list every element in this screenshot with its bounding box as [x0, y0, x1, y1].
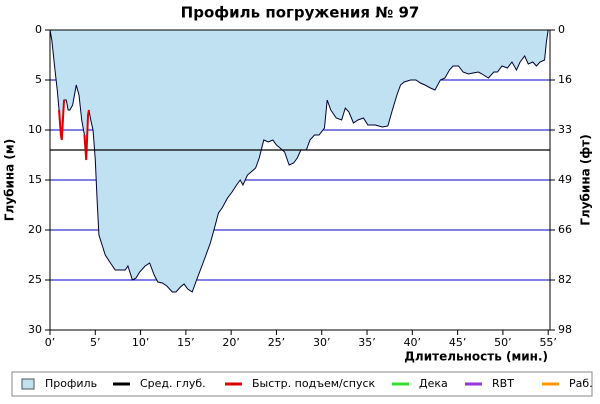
y-tick-label: 20	[28, 223, 42, 236]
y-tick-label: 5	[35, 73, 42, 86]
y2-tick-label: 0	[558, 23, 565, 36]
y-tick-label: 10	[28, 123, 42, 136]
x-tick-label: 15’	[177, 336, 195, 349]
x-tick-label: 5’	[90, 336, 101, 349]
legend-label: Сред. глуб.	[140, 377, 206, 390]
y-tick-label: 15	[28, 173, 42, 186]
y-tick-label: 30	[28, 323, 42, 336]
legend-label: Профиль	[45, 377, 97, 390]
y2-tick-label: 49	[558, 173, 572, 186]
legend-label: Быстр. подъем/спуск	[252, 377, 376, 390]
y2-tick-label: 16	[558, 73, 572, 86]
x-axis-label: Длительность (мин.)	[404, 350, 548, 364]
chart-title: Профиль погружения № 97	[181, 4, 420, 22]
legend-box	[11, 371, 593, 397]
y2-axis-label: Глубина (фт)	[579, 134, 593, 225]
y-axis-label: Глубина (м)	[3, 139, 17, 221]
x-tick-label: 40’	[404, 336, 422, 349]
fast-ascent-line	[83, 109, 90, 161]
x-tick-label: 0’	[45, 336, 56, 349]
x-tick-label: 35’	[358, 336, 376, 349]
y-tick-label: 25	[28, 273, 42, 286]
x-tick-label: 55’	[539, 336, 557, 349]
x-tick-label: 30’	[313, 336, 331, 349]
x-tick-label: 20’	[222, 336, 240, 349]
y2-tick-label: 33	[558, 123, 572, 136]
x-tick-label: 50’	[494, 336, 512, 349]
legend-label: RBT	[492, 377, 514, 390]
y2-tick-label: 98	[558, 323, 572, 336]
legend-label: Дека	[419, 377, 448, 390]
legend-label: Раб.	[569, 377, 593, 390]
legend-swatch	[21, 378, 35, 390]
fast-ascent-line	[58, 99, 66, 141]
x-tick-label: 25’	[268, 336, 286, 349]
profile-area	[49, 29, 549, 293]
y2-tick-label: 66	[558, 223, 572, 236]
x-tick-label: 10’	[132, 336, 150, 349]
y-tick-label: 0	[35, 23, 42, 36]
x-tick-label: 45’	[449, 336, 467, 349]
y2-tick-label: 82	[558, 273, 572, 286]
